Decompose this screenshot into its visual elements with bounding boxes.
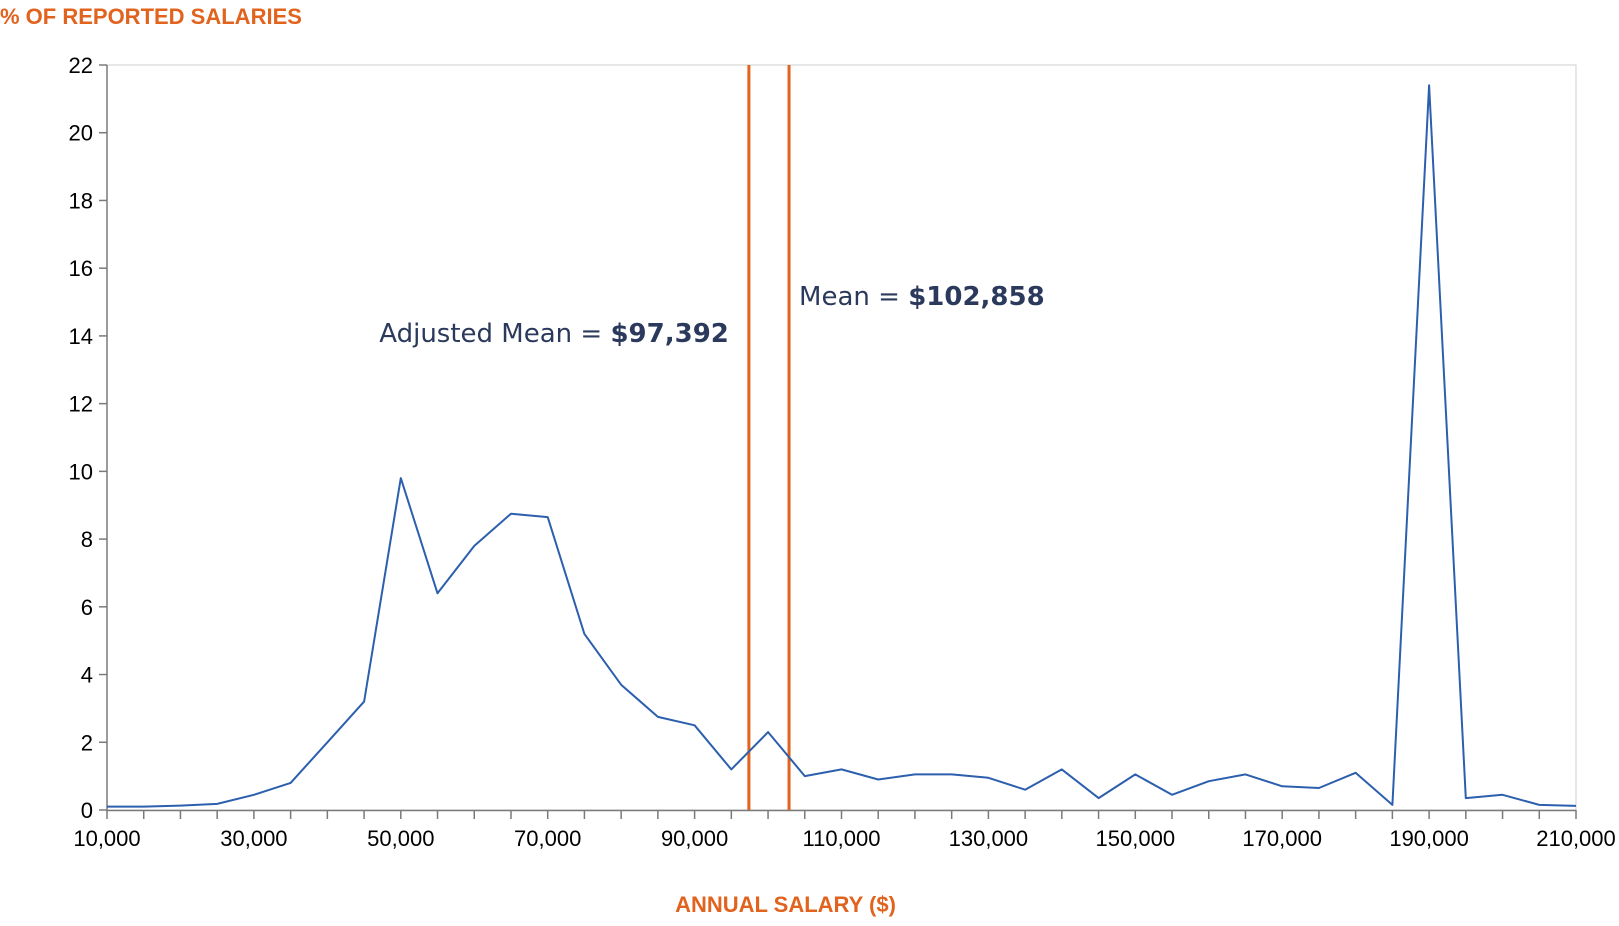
x-tick-label: 110,000 (803, 826, 881, 851)
y-tick-label: 12 (69, 392, 93, 417)
adjusted-mean-label-text: Adjusted Mean = (379, 319, 610, 349)
x-tick-label: 190,000 (1389, 826, 1469, 851)
x-tick-label: 130,000 (949, 826, 1029, 851)
adjusted-mean-annotation: Adjusted Mean = $97,392 (379, 319, 729, 349)
x-tick-label: 10,000 (73, 826, 140, 851)
mean-annotation: Mean = $102,858 (799, 282, 1045, 312)
y-tick-label: 16 (69, 256, 93, 281)
y-tick-label: 0 (81, 798, 93, 823)
plot-frame (106, 64, 1577, 811)
x-axis-ticks: 10,000 30,000 50,000 70,000 90,000 110,000 130… (73, 810, 1616, 851)
y-tick-label: 18 (69, 188, 93, 213)
x-tick-label: 70,000 (514, 826, 581, 851)
y-tick-label: 4 (81, 663, 93, 688)
y-tick-label: 8 (81, 527, 93, 552)
adjusted-mean-value: $97,392 (610, 319, 728, 349)
y-tick-label: 10 (69, 459, 93, 484)
x-tick-label: 210,000 (1536, 826, 1616, 851)
y-axis-title: % OF REPORTED SALARIES (0, 4, 302, 29)
x-axis-title: ANNUAL SALARY ($) (675, 892, 896, 917)
x-tick-label: 150,000 (1096, 826, 1176, 851)
y-tick-label: 2 (81, 730, 93, 755)
reference-lines (747, 65, 791, 810)
x-tick-label: 90,000 (661, 826, 728, 851)
x-tick-label: 50,000 (367, 826, 434, 851)
y-tick-label: 6 (81, 595, 93, 620)
y-tick-label: 22 (69, 53, 93, 78)
series-line (107, 84, 1577, 808)
y-axis-ticks: 0 2 4 6 8 10 12 14 16 18 20 22 (69, 53, 107, 823)
y-tick-label: 20 (69, 121, 93, 146)
y-tick-label: 14 (69, 324, 93, 349)
x-tick-label: 30,000 (220, 826, 287, 851)
x-tick-label: 170,000 (1242, 826, 1322, 851)
mean-value: $102,858 (908, 282, 1045, 312)
mean-label-text: Mean = (799, 282, 908, 312)
